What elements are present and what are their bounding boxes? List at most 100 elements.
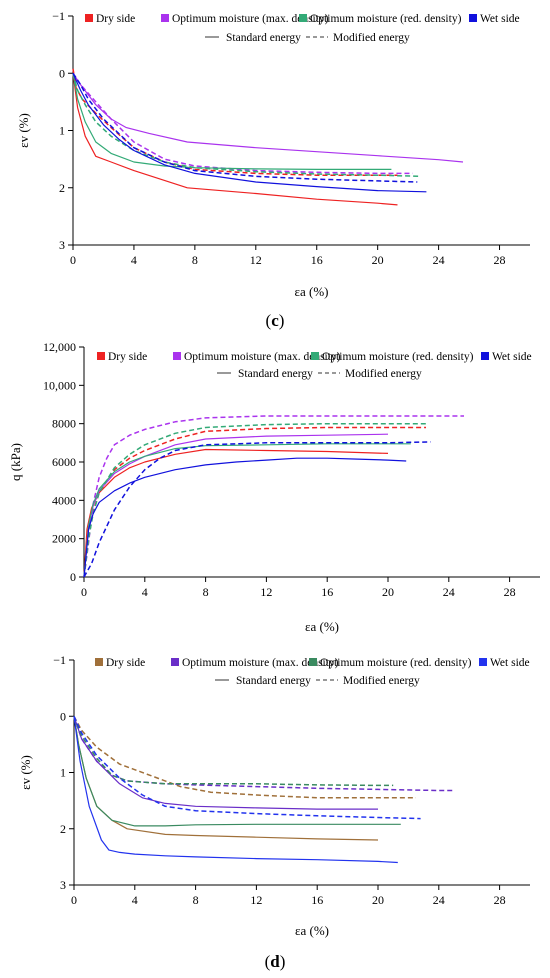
x-tick-label: 0 [71, 893, 77, 907]
y-tick-label: 2000 [52, 532, 76, 546]
x-tick-label: 12 [260, 585, 272, 599]
y-axis-label: εv (%) [16, 113, 31, 148]
legend-label-standard: Standard energy [238, 368, 313, 380]
legend-swatch-wet [481, 352, 489, 360]
legend-label-wet: Wet side [480, 13, 520, 25]
legend-label-wet: Wet side [490, 657, 530, 669]
legend-swatch-optmax [171, 658, 179, 666]
legend-label-dry: Dry side [108, 351, 147, 363]
y-tick-label: 12,000 [43, 340, 76, 354]
y-tick-label: 2 [59, 181, 65, 195]
series-line-optmax-standard [73, 716, 378, 810]
y-tick-label: 1 [60, 766, 66, 780]
y-tick-label: 4000 [52, 493, 76, 507]
legend-label-wet: Wet side [492, 351, 532, 363]
legend-label-standard: Standard energy [236, 675, 311, 687]
x-tick-label: 20 [372, 253, 384, 267]
x-tick-label: 28 [494, 253, 506, 267]
legend-swatch-optred [311, 352, 319, 360]
series-line-optred-modified [83, 422, 426, 578]
series-line-optmax-standard [83, 433, 389, 578]
x-tick-label: 24 [433, 253, 445, 267]
x-tick-label: 28 [504, 585, 516, 599]
y-tick-label: 3 [59, 238, 65, 252]
legend-swatch-dry [95, 658, 103, 666]
y-tick-label: 3 [60, 878, 66, 892]
series-line-dry-modified [73, 715, 416, 799]
legend-label-dry: Dry side [96, 13, 135, 25]
y-axis-label: q (kPa) [8, 443, 23, 481]
series-line-dry-modified [72, 68, 398, 176]
legend-label-standard: Standard energy [226, 32, 301, 44]
series-line-wet-standard [83, 457, 407, 578]
x-tick-label: 8 [193, 893, 199, 907]
legend-swatch-optred [299, 14, 307, 22]
y-tick-label: 0 [59, 66, 65, 80]
legend-label-modified: Modified energy [333, 32, 410, 44]
y-axis-label: εv (%) [18, 755, 33, 790]
y-tick-label: 8000 [52, 417, 76, 431]
x-tick-label: 16 [311, 253, 323, 267]
x-tick-label: 24 [433, 893, 445, 907]
x-tick-label: 16 [321, 585, 333, 599]
series-line-optred-modified [73, 716, 394, 787]
x-tick-label: 20 [372, 893, 384, 907]
legend-label-optmax: Optimum moisture (max. density) [182, 657, 339, 669]
series-line-wet-modified [73, 715, 421, 820]
x-tick-label: 20 [382, 585, 394, 599]
x-tick-label: 0 [81, 585, 87, 599]
y-tick-label: 2 [60, 822, 66, 836]
series-line-optmax-modified [73, 716, 454, 792]
y-tick-label: −1 [53, 653, 66, 667]
panel-label-c: (c) [265, 311, 285, 330]
y-tick-label: 10,000 [43, 378, 76, 392]
series-line-wet-standard [73, 716, 398, 864]
x-tick-label: 8 [203, 585, 209, 599]
chart-middle: 0 2000 4000 6000 8000 10,000 12,000 0 4 8 12 16 20 24… [8, 340, 540, 634]
series-line-optmax-modified [72, 72, 413, 175]
legend-label-optmax: Optimum moisture (max. density) [172, 13, 329, 25]
legend-label-optred: Optimum moisture (red. density) [310, 13, 462, 25]
y-tick-label: 0 [60, 709, 66, 723]
x-tick-label: 12 [250, 893, 262, 907]
x-tick-label: 0 [70, 253, 76, 267]
panel-label-d: (d) [264, 952, 286, 971]
series-line-optred-standard [72, 73, 392, 170]
x-tick-label: 4 [142, 585, 148, 599]
legend-swatch-dry [97, 352, 105, 360]
series-line-optred-standard [73, 716, 401, 827]
x-tick-label: 16 [311, 893, 323, 907]
x-tick-label: 4 [132, 893, 138, 907]
series-line-optred-standard [83, 443, 411, 578]
series-line-optmax-modified [83, 415, 464, 578]
x-axis-label: εa (%) [295, 923, 329, 938]
series-line-dry-standard [72, 73, 398, 206]
series-line-wet-modified [72, 72, 418, 183]
legend-swatch-optred [309, 658, 317, 666]
series-line-dry-standard [73, 716, 379, 841]
legend-label-optred: Optimum moisture (red. density) [322, 351, 474, 363]
series-line-wet-standard [72, 73, 427, 193]
y-tick-label: 1 [59, 124, 65, 138]
legend-swatch-wet [469, 14, 477, 22]
series-line-wet-modified [83, 441, 431, 578]
x-tick-label: 24 [443, 585, 455, 599]
y-tick-label: 6000 [52, 455, 76, 469]
legend-label-dry: Dry side [106, 657, 145, 669]
legend-label-optred: Optimum moisture (red. density) [320, 657, 472, 669]
x-tick-label: 8 [192, 253, 198, 267]
y-tick-label: 0 [70, 570, 76, 584]
y-tick-label: −1 [52, 9, 65, 23]
series-line-optmax-standard [72, 72, 464, 163]
legend-swatch-dry [85, 14, 93, 22]
legend-label-modified: Modified energy [345, 368, 422, 380]
series-line-optred-modified [72, 73, 421, 178]
legend-swatch-wet [479, 658, 487, 666]
legend-swatch-optmax [173, 352, 181, 360]
legend-swatch-optmax [161, 14, 169, 22]
x-axis-label: εa (%) [305, 619, 339, 634]
x-tick-label: 28 [494, 893, 506, 907]
x-axis-label: εa (%) [295, 284, 329, 299]
